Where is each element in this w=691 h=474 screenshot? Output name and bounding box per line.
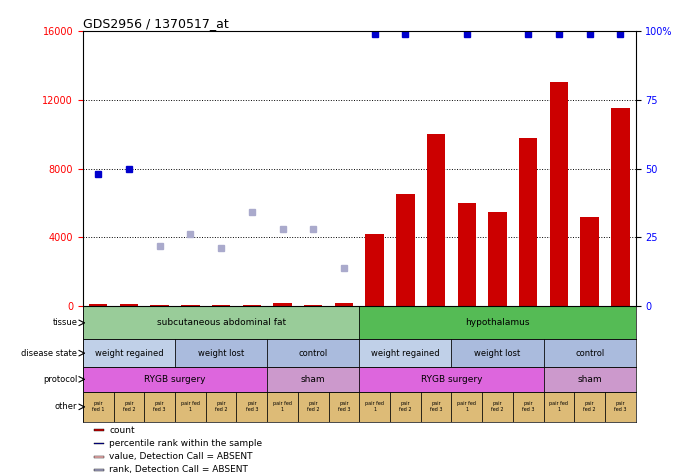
Text: pair
fed 2: pair fed 2 — [307, 401, 319, 412]
Text: pair
fed 3: pair fed 3 — [153, 401, 166, 412]
Bar — [181, 305, 200, 306]
Text: percentile rank within the sample: percentile rank within the sample — [109, 439, 263, 448]
Text: pair
fed 3: pair fed 3 — [522, 401, 534, 412]
Text: weight lost: weight lost — [475, 349, 520, 358]
Bar — [83, 392, 113, 422]
Text: pair fed
1: pair fed 1 — [273, 401, 292, 412]
Text: control: control — [575, 349, 604, 358]
Text: disease state: disease state — [21, 349, 77, 358]
Bar — [482, 392, 513, 422]
Bar — [298, 392, 329, 422]
Bar — [206, 392, 236, 422]
Bar — [611, 108, 630, 306]
Text: pair
fed 2: pair fed 2 — [399, 401, 412, 412]
Text: value, Detection Call = ABSENT: value, Detection Call = ABSENT — [109, 452, 253, 461]
Bar — [550, 82, 568, 306]
Bar — [605, 392, 636, 422]
Bar — [175, 392, 206, 422]
Text: pair
fed 3: pair fed 3 — [614, 401, 627, 412]
Bar — [451, 392, 482, 422]
Bar — [544, 367, 636, 392]
Bar — [151, 305, 169, 306]
Bar — [94, 429, 104, 431]
Bar — [120, 304, 138, 306]
Bar — [574, 392, 605, 422]
Bar — [519, 137, 538, 306]
Text: tissue: tissue — [53, 319, 77, 328]
Bar — [212, 305, 230, 306]
Text: RYGB surgery: RYGB surgery — [144, 375, 206, 384]
Text: pair
fed 2: pair fed 2 — [583, 401, 596, 412]
Text: pair
fed 3: pair fed 3 — [245, 401, 258, 412]
Bar — [451, 339, 544, 367]
Text: hypothalamus: hypothalamus — [465, 319, 530, 328]
Bar — [94, 456, 104, 458]
Bar — [89, 304, 108, 306]
Bar — [83, 339, 175, 367]
Text: pair fed
1: pair fed 1 — [549, 401, 569, 412]
Bar — [489, 211, 507, 306]
Bar — [236, 392, 267, 422]
Bar — [359, 392, 390, 422]
Text: pair fed
1: pair fed 1 — [181, 401, 200, 412]
Bar — [304, 305, 323, 306]
Text: pair
fed 1: pair fed 1 — [92, 401, 104, 412]
Bar — [274, 303, 292, 306]
Text: weight regained: weight regained — [95, 349, 163, 358]
Bar — [334, 303, 353, 306]
Bar — [359, 339, 451, 367]
Bar — [113, 392, 144, 422]
Text: pair
fed 2: pair fed 2 — [215, 401, 227, 412]
Text: sham: sham — [578, 375, 602, 384]
Bar — [396, 194, 415, 306]
Bar — [267, 392, 298, 422]
Text: GDS2956 / 1370517_at: GDS2956 / 1370517_at — [83, 17, 229, 30]
Bar — [83, 367, 267, 392]
Text: RYGB surgery: RYGB surgery — [421, 375, 482, 384]
Bar — [366, 234, 384, 306]
Text: pair
fed 2: pair fed 2 — [491, 401, 504, 412]
Bar — [243, 305, 261, 306]
Bar — [421, 392, 451, 422]
Bar — [359, 367, 544, 392]
Bar — [94, 469, 104, 471]
Text: weight regained: weight regained — [371, 349, 439, 358]
Text: sham: sham — [301, 375, 325, 384]
Text: pair
fed 2: pair fed 2 — [123, 401, 135, 412]
Bar — [329, 392, 359, 422]
Bar — [513, 392, 544, 422]
Text: pair fed
1: pair fed 1 — [457, 401, 476, 412]
Bar — [544, 339, 636, 367]
Bar — [94, 443, 104, 444]
Bar — [175, 339, 267, 367]
Bar — [427, 134, 445, 306]
Text: control: control — [299, 349, 328, 358]
Bar — [390, 392, 421, 422]
Bar — [457, 203, 476, 306]
Bar — [580, 217, 599, 306]
Text: pair
fed 3: pair fed 3 — [430, 401, 442, 412]
Bar — [544, 392, 574, 422]
Text: pair
fed 3: pair fed 3 — [338, 401, 350, 412]
Text: protocol: protocol — [43, 375, 77, 384]
Text: other: other — [55, 402, 77, 411]
Bar — [267, 367, 359, 392]
Text: weight lost: weight lost — [198, 349, 244, 358]
Text: pair fed
1: pair fed 1 — [365, 401, 384, 412]
Bar — [359, 306, 636, 339]
Bar — [83, 306, 359, 339]
Bar — [144, 392, 175, 422]
Text: subcutaneous abdominal fat: subcutaneous abdominal fat — [157, 319, 285, 328]
Bar — [267, 339, 359, 367]
Text: rank, Detection Call = ABSENT: rank, Detection Call = ABSENT — [109, 465, 248, 474]
Text: count: count — [109, 426, 135, 435]
